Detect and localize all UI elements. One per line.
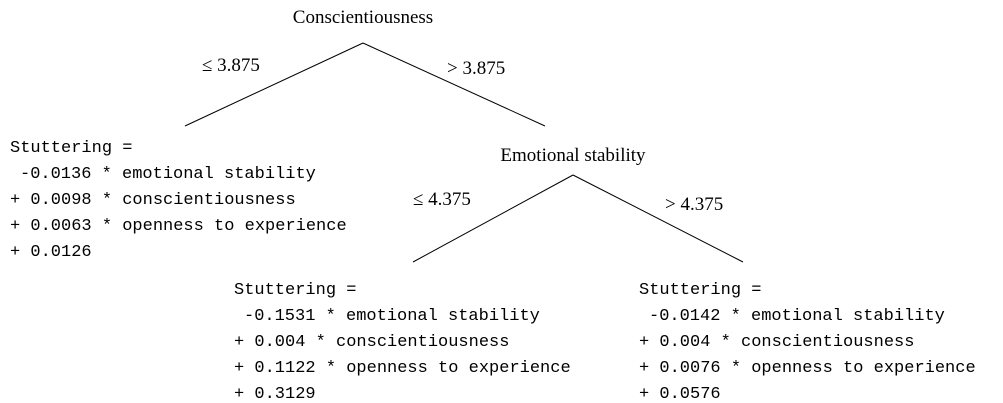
branch bbox=[184, 42, 364, 127]
leaf-equation-line: + 0.0126 bbox=[10, 243, 92, 262]
branch bbox=[362, 42, 546, 127]
branch bbox=[412, 174, 574, 263]
leaf-equation-line: -0.0142 * emotional stability bbox=[649, 307, 945, 326]
edge-label: ≤ 4.375 bbox=[413, 189, 471, 210]
edge-label: ≤ 3.875 bbox=[202, 55, 260, 76]
leaf-equation-line: Stuttering = bbox=[234, 281, 356, 300]
branch bbox=[572, 174, 744, 263]
leaf-equation-line: + 0.004 * conscientiousness bbox=[639, 333, 914, 352]
leaf-equation-line: + 0.0076 * openness to experience bbox=[639, 359, 976, 378]
leaf-equation-line: -0.1531 * emotional stability bbox=[244, 307, 540, 326]
edge-label: > 3.875 bbox=[447, 58, 505, 79]
leaf-equation-line: + 0.1122 * openness to experience bbox=[234, 359, 571, 378]
leaf-equation-line: Stuttering = bbox=[639, 281, 761, 300]
leaf-equation-line: + 0.3129 bbox=[234, 385, 316, 403]
leaf-equation-line: Stuttering = bbox=[10, 139, 132, 158]
leaf-equation-line: + 0.004 * conscientiousness bbox=[234, 333, 509, 352]
leaf-equation-line: + 0.0063 * openness to experience bbox=[10, 217, 347, 236]
edge-label: > 4.375 bbox=[665, 194, 723, 215]
leaf-equation-line: -0.0136 * emotional stability bbox=[20, 165, 316, 184]
leaf-equation-line: + 0.0098 * conscientiousness bbox=[10, 191, 296, 210]
split-node: Conscientiousness bbox=[293, 7, 433, 28]
leaf-equation-line: + 0.0576 bbox=[639, 385, 721, 403]
split-node: Emotional stability bbox=[500, 145, 646, 166]
